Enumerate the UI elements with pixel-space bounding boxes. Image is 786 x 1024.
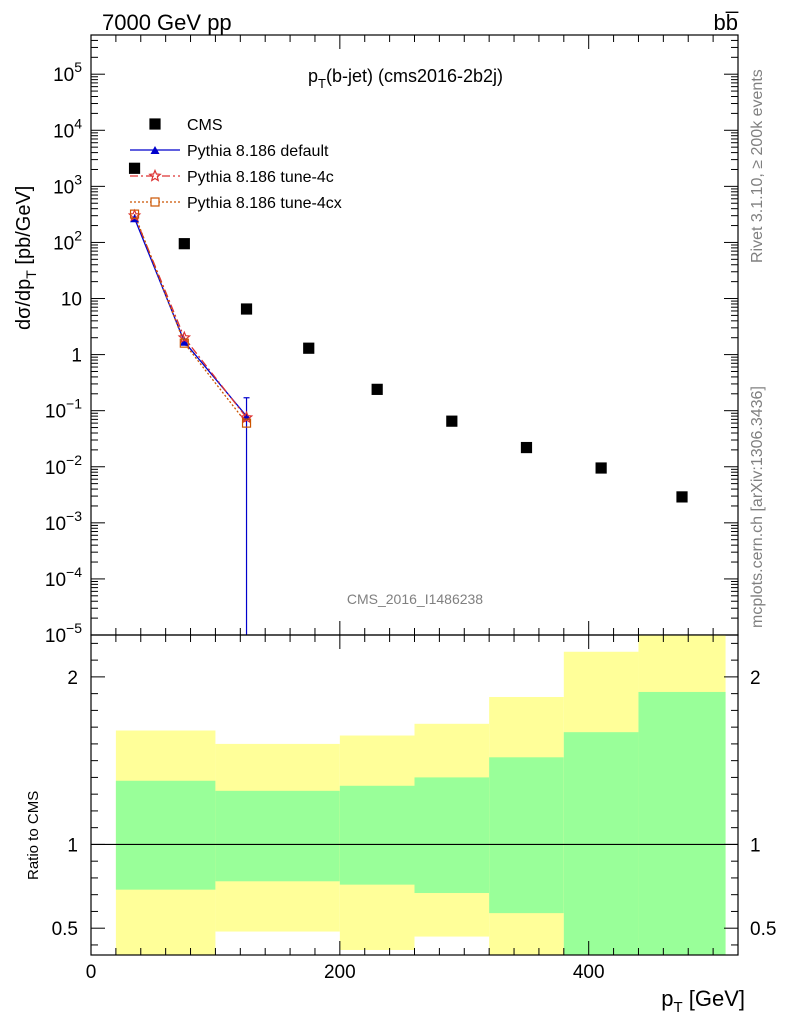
main-panel: 10−5 10−4 10−3 10−2 10−1 1 10 102 103 104 105 CMS Py… xyxy=(45,34,739,647)
process-label: bb̅ xyxy=(714,10,739,35)
ratio-inner-band-1 xyxy=(215,790,340,882)
ratio-y-tick-label-right: 2 xyxy=(750,668,761,689)
ratio-y-tick-label-right: 0.5 xyxy=(750,919,776,940)
series-line-3 xyxy=(133,213,248,424)
ratio-y-axis-label: Ratio to CMS xyxy=(25,791,42,880)
ratio-inner-band-3 xyxy=(414,777,490,894)
legend-marker-default xyxy=(150,145,160,155)
y-tick-label: 103 xyxy=(53,171,82,198)
y-tick-label: 10−2 xyxy=(45,452,82,479)
y-tick-label: 1 xyxy=(71,346,82,367)
tune-4c-point xyxy=(177,330,192,344)
cms-point xyxy=(178,238,190,250)
y-tick-label: 105 xyxy=(53,59,82,86)
ratio-inner-band-5 xyxy=(563,732,639,955)
ratio-y-tick-label-right: 1 xyxy=(750,835,761,856)
cms-point xyxy=(303,342,315,354)
x-tick-label: 200 xyxy=(324,962,356,983)
cms-point xyxy=(595,462,607,474)
tune-4cx-point xyxy=(241,418,252,428)
y-tick-label: 102 xyxy=(53,227,82,254)
x-axis-label: pT [GeV] xyxy=(661,986,745,1016)
y-tick-label: 10 xyxy=(61,290,82,311)
y-tick-label: 10−1 xyxy=(45,396,82,423)
legend-marker-tune-4cx xyxy=(150,197,160,207)
ratio-inner-band-4 xyxy=(489,757,564,914)
tune-4cx-point xyxy=(129,209,140,219)
cms-point xyxy=(676,491,688,503)
ratio-inner-band-0 xyxy=(115,780,216,890)
ratio-panel: 0 200 400 0.5 0.5 1 1 2 2 xyxy=(52,634,776,983)
legend-marker-cms xyxy=(149,118,161,130)
rivet-label: Rivet 3.1.10, ≥ 200k events xyxy=(749,69,766,263)
energy-label: 7000 GeV pp xyxy=(102,10,232,35)
legend-label-1: Pythia 8.186 default xyxy=(187,143,329,160)
ratio-y-tick-label: 2 xyxy=(67,668,78,689)
legend-marker-tune-4c xyxy=(148,168,162,182)
legend-label-3: Pythia 8.186 tune-4cx xyxy=(187,195,342,212)
y-tick-label: 10−5 xyxy=(45,620,82,647)
cms-point xyxy=(240,303,253,315)
y-tick-label: 10−3 xyxy=(45,508,82,535)
cms-point xyxy=(128,162,141,174)
series-line-2 xyxy=(133,215,248,419)
legend-label-0: CMS xyxy=(187,117,223,134)
tune-4c-point xyxy=(239,410,254,424)
y-tick-label: 10−4 xyxy=(45,564,82,591)
chart-title: pT(b-jet) (cms2016-2b2j) xyxy=(308,66,503,91)
x-tick-label: 0 xyxy=(86,962,97,983)
default-point xyxy=(179,337,189,346)
tune-4cx-point xyxy=(179,338,189,348)
series-line-1 xyxy=(133,218,248,417)
ratio-inner-band-2 xyxy=(339,785,415,885)
x-tick-label: 400 xyxy=(573,962,605,983)
cms-point xyxy=(446,415,458,427)
cms-point xyxy=(520,441,533,454)
ratio-y-tick-label: 1 xyxy=(67,835,78,856)
legend-label-2: Pythia 8.186 tune-4c xyxy=(187,169,334,186)
y-axis-label: dσ/dpT [pb/GeV] xyxy=(13,186,39,330)
ratio-y-tick-label: 0.5 xyxy=(52,919,78,940)
y-tick-label: 104 xyxy=(53,115,82,142)
mcplots-label: mcplots.cern.ch [arXiv:1306.3436] xyxy=(749,386,766,628)
ratio-inner-band-6 xyxy=(638,691,726,955)
cms-point xyxy=(371,383,383,395)
analysis-watermark: CMS_2016_I1486238 xyxy=(347,591,483,607)
